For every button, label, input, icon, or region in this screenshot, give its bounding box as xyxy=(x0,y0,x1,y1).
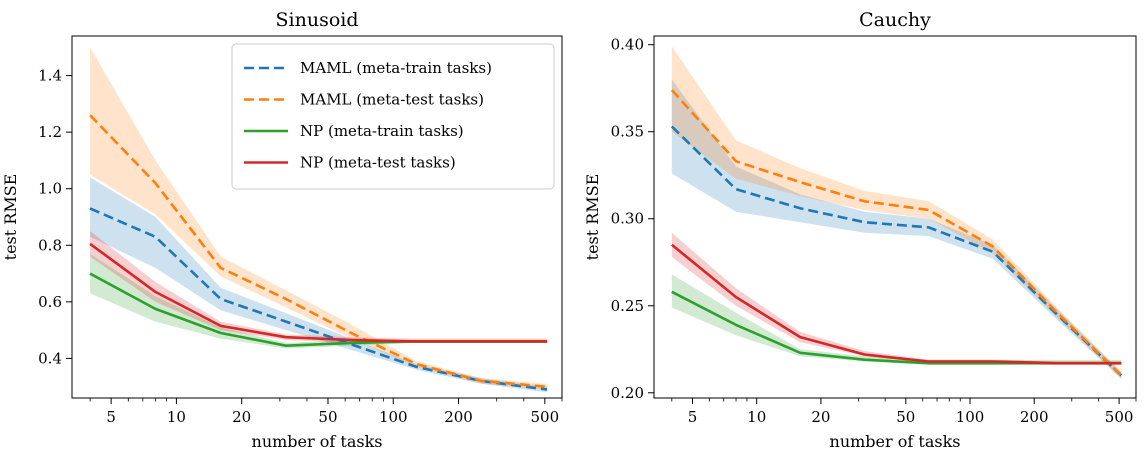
confidence-band-1 xyxy=(671,79,1122,379)
chart-panel-1: Sinusoid 5 10 20 50 100 200 500 number of tasks 0… xyxy=(1,9,563,451)
y-tick-label: 1.2 xyxy=(38,123,62,141)
legend-entry: NP (meta-test tasks) xyxy=(300,154,456,172)
legend-box xyxy=(231,43,555,190)
series-line-1 xyxy=(89,207,548,391)
legend: MAML (meta-train tasks) MAML (meta-test t… xyxy=(231,43,555,190)
y-tick-label: 0.40 xyxy=(611,36,644,54)
chart-title: Sinusoid xyxy=(276,9,359,31)
y-axis: 0.20 0.25 0.30 0.35 0.40 test RMSE xyxy=(583,36,654,402)
y-tick-label: 0.6 xyxy=(38,293,62,311)
y-tick-label: 0.8 xyxy=(38,236,62,254)
x-tick-label: 50 xyxy=(318,408,337,426)
y-tick-label: 1.0 xyxy=(38,180,62,198)
x-tick-label: 10 xyxy=(167,408,186,426)
legend-entry: NP (meta-train tasks) xyxy=(300,122,464,140)
x-tick-label: 200 xyxy=(1020,408,1049,426)
y-axis-label: test RMSE xyxy=(583,174,602,261)
y-tick-label: 0.30 xyxy=(611,210,644,228)
y-tick-label: 0.20 xyxy=(611,384,644,402)
confidence-band-4 xyxy=(671,232,1122,365)
x-tick-label: 500 xyxy=(1105,408,1134,426)
axes-frame xyxy=(653,35,1137,399)
y-tick-label: 0.35 xyxy=(611,123,644,141)
x-tick-label: 100 xyxy=(379,408,408,426)
confidence-band-4 xyxy=(90,231,548,343)
y-axis-label: test RMSE xyxy=(1,174,20,261)
axes-frame xyxy=(71,35,563,399)
chart-panel-2: Cauchy 5 10 20 50 100 200 500 number of tasks 0.2… xyxy=(583,9,1137,451)
x-tick-label: 200 xyxy=(444,408,473,426)
x-axis-label: number of tasks xyxy=(252,432,383,451)
y-tick-label: 0.4 xyxy=(38,349,62,367)
series-line-4 xyxy=(89,242,548,343)
x-tick-label: 500 xyxy=(531,408,560,426)
x-tick-label: 20 xyxy=(811,408,830,426)
x-tick-label: 5 xyxy=(106,408,116,426)
x-axis: 5 10 20 50 100 200 500 number of tasks xyxy=(89,398,563,451)
x-tick-label: 50 xyxy=(896,408,915,426)
confidence-band-2 xyxy=(671,46,1122,379)
series-line-4 xyxy=(670,243,1122,365)
y-tick-label: 0.25 xyxy=(611,297,644,315)
legend-entry: MAML (meta-test tasks) xyxy=(300,91,484,109)
x-axis-label: number of tasks xyxy=(830,432,961,451)
y-axis: 0.4 0.6 0.8 1.0 1.2 1.4 test RMSE xyxy=(1,67,72,367)
x-tick-label: 10 xyxy=(747,408,766,426)
x-tick-label: 5 xyxy=(688,408,698,426)
plot-area xyxy=(89,47,548,393)
x-tick-label: 20 xyxy=(232,408,251,426)
series-line-2 xyxy=(89,114,548,388)
confidence-band-3 xyxy=(671,274,1122,365)
chart-title: Cauchy xyxy=(859,9,931,31)
legend-entry: MAML (meta-train tasks) xyxy=(300,59,492,77)
x-tick-label: 100 xyxy=(956,408,985,426)
confidence-band-3 xyxy=(90,253,548,349)
y-tick-label: 1.4 xyxy=(38,67,62,85)
series-line-2 xyxy=(670,89,1123,377)
plot-area xyxy=(670,46,1123,379)
x-axis: 5 10 20 50 100 200 500 number of tasks xyxy=(671,398,1137,451)
